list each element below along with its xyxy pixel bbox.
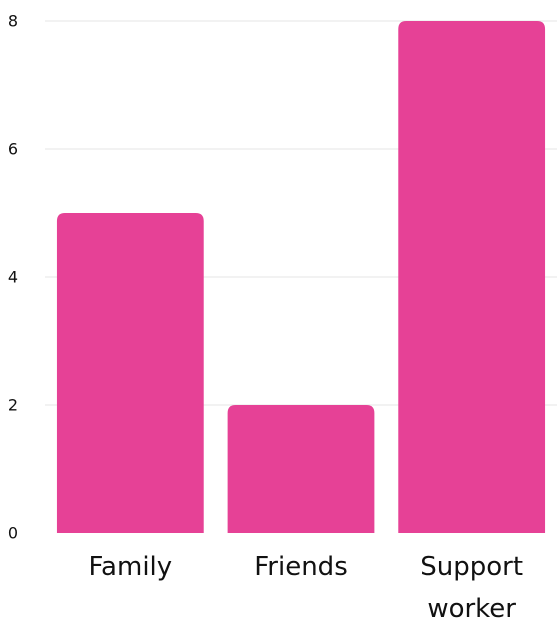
x-category-label-line: Family xyxy=(88,552,172,582)
y-tick-label: 0 xyxy=(8,524,18,543)
x-category-label: Support worker xyxy=(420,552,523,621)
y-tick-label: 8 xyxy=(8,12,18,31)
bar-support-worker xyxy=(398,21,546,533)
x-category-label-line: Friends xyxy=(254,552,348,582)
x-category-label: Family xyxy=(88,552,172,582)
y-tick-label: 4 xyxy=(8,268,18,287)
x-category-label-line: worker xyxy=(427,594,516,621)
x-category-label: Friends xyxy=(254,552,348,582)
bars xyxy=(56,21,546,533)
bar-family xyxy=(56,213,204,533)
y-tick-label: 2 xyxy=(8,396,18,415)
y-tick-label: 6 xyxy=(8,140,18,159)
bar-friends xyxy=(227,405,375,533)
x-category-label-line: Support xyxy=(420,552,523,582)
x-axis-labels: Family Friends Support worker xyxy=(88,552,523,621)
y-axis-ticks: 0 2 4 6 8 xyxy=(8,12,18,543)
